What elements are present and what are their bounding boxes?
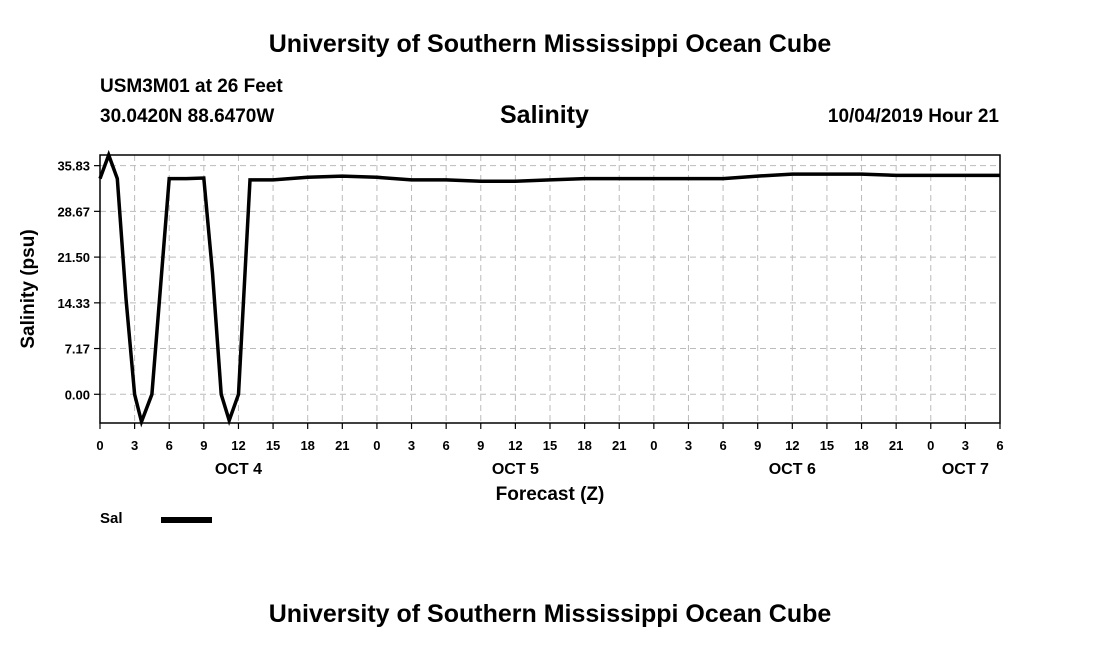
x-tick-label: 6 (166, 438, 173, 453)
x-tick-label: 12 (785, 438, 799, 453)
station-label: USM3M01 at 26 Feet (100, 76, 283, 97)
x-tick-label: 9 (477, 438, 484, 453)
y-tick-label: 14.33 (57, 296, 90, 311)
y-tick-label: 0.00 (65, 387, 90, 402)
y-axis: 0.00 7.17 14.33 21.50 28.67 35.83 (57, 159, 100, 402)
x-tick-label: 0 (373, 438, 380, 453)
date-labels: OCT 4 OCT 5 OCT 6 OCT 7 (215, 461, 989, 478)
y-tick-label: 35.83 (57, 159, 90, 174)
chart-title: Salinity (500, 101, 589, 129)
date-label: OCT 7 (942, 461, 989, 478)
x-tick-label: 18 (300, 438, 314, 453)
x-tick-label: 6 (443, 438, 450, 453)
x-tick-label: 9 (200, 438, 207, 453)
datetime-label: 10/04/2019 Hour 21 (827, 106, 999, 127)
x-tick-label: 21 (335, 438, 349, 453)
x-tick-label: 12 (508, 438, 522, 453)
x-tick-label: 18 (577, 438, 591, 453)
x-tick-label: 3 (408, 438, 415, 453)
x-tick-label: 12 (231, 438, 245, 453)
x-tick-label: 0 (96, 438, 103, 453)
x-tick-label: 3 (685, 438, 692, 453)
x-tick-label: 3 (131, 438, 138, 453)
date-label: OCT 5 (492, 461, 539, 478)
y-tick-label: 7.17 (65, 342, 90, 357)
date-label: OCT 6 (769, 461, 816, 478)
legend-swatch (161, 517, 212, 523)
grid (100, 155, 1000, 423)
x-axis: 0 3 6 9 12 15 18 21 0 3 6 9 12 15 18 21 0 3 6 9 12 15 18 21 0 3 6 (96, 423, 1004, 453)
date-label: OCT 4 (215, 461, 262, 478)
x-tick-label: 18 (854, 438, 868, 453)
coordinates-label: 30.0420N 88.6470W (100, 106, 275, 127)
x-tick-label: 9 (754, 438, 761, 453)
x-tick-label: 0 (927, 438, 934, 453)
x-tick-label: 0 (650, 438, 657, 453)
footer-title: University of Southern Mississippi Ocean… (268, 600, 832, 628)
x-tick-label: 21 (889, 438, 903, 453)
series-line-sal (98, 149, 1000, 428)
x-tick-label: 21 (612, 438, 626, 453)
x-tick-label: 6 (996, 438, 1003, 453)
y-tick-label: 28.67 (57, 204, 90, 219)
x-tick-label: 6 (719, 438, 726, 453)
x-tick-label: 15 (543, 438, 557, 453)
x-axis-label: Forecast (Z) (496, 484, 605, 505)
x-tick-label: 15 (266, 438, 280, 453)
page-title: University of Southern Mississippi Ocean… (268, 30, 832, 58)
y-axis-label: Salinity (psu) (18, 229, 39, 348)
x-tick-label: 15 (820, 438, 834, 453)
legend-label: Sal (100, 510, 123, 527)
x-tick-label: 3 (962, 438, 969, 453)
y-tick-label: 21.50 (57, 250, 90, 265)
